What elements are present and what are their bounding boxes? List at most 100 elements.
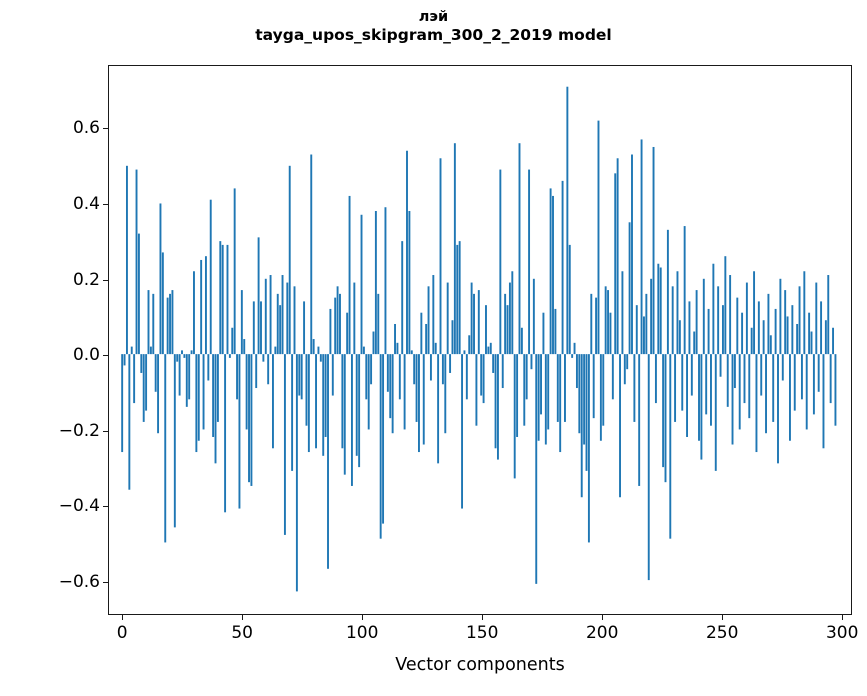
bar [595, 297, 598, 355]
bar [736, 297, 739, 355]
bar [817, 354, 820, 392]
bar [212, 354, 215, 437]
bar [346, 312, 349, 355]
bar [564, 354, 566, 422]
bar [300, 354, 303, 400]
bar [530, 354, 533, 370]
bar [202, 354, 205, 430]
bar [580, 354, 583, 498]
y-axis-tick-label: 0.4 [72, 193, 100, 214]
bar [379, 354, 382, 539]
bar [207, 354, 210, 381]
bar [312, 339, 315, 355]
y-axis-tick [103, 279, 109, 281]
x-axis-tick-label: 100 [345, 623, 379, 643]
bar [315, 354, 317, 449]
bar [755, 354, 758, 453]
bar [480, 354, 483, 396]
bar [257, 237, 260, 355]
bar [451, 320, 454, 355]
bar [607, 290, 610, 355]
bar [128, 354, 131, 490]
bar [264, 278, 267, 355]
bar [556, 354, 559, 422]
bar [714, 354, 717, 471]
bar [738, 354, 741, 430]
bar [528, 169, 531, 355]
plot-axes: 0.6 0.4 0.2 0.0 −0.2 −0.4 −0.6 0 50 100 150 200 250 3… [59, 65, 858, 643]
x-axis-tick-label: 150 [465, 623, 499, 643]
bar [800, 354, 803, 400]
bar [681, 354, 684, 411]
bar [829, 354, 832, 404]
bar [690, 354, 693, 396]
x-axis-tick [722, 614, 724, 620]
bar [317, 346, 320, 355]
bar [707, 308, 710, 355]
bar [398, 354, 401, 400]
bar [408, 211, 411, 355]
bar [425, 323, 428, 355]
chart-title-line2: tayga_upos_skipgram_300_2_2019 model [255, 26, 612, 45]
bar [238, 354, 241, 509]
bar [487, 346, 490, 355]
bar [458, 241, 461, 355]
bar [185, 354, 188, 407]
bar [429, 354, 432, 381]
bar [291, 354, 294, 471]
bar [643, 316, 645, 355]
bar [236, 354, 239, 400]
bar [389, 354, 392, 419]
bar [468, 335, 471, 355]
bar [523, 354, 526, 426]
bar [532, 278, 535, 355]
bar [772, 354, 775, 422]
bar [518, 143, 521, 355]
y-axis-tick-label: −0.4 [58, 496, 100, 517]
bar [418, 354, 420, 453]
bar [767, 293, 770, 355]
bar [339, 293, 341, 355]
x-axis-tick [482, 614, 484, 620]
bar [832, 327, 835, 355]
bar [769, 335, 772, 355]
bar [415, 354, 418, 422]
bar [583, 354, 586, 445]
bar [401, 241, 404, 355]
bar [233, 188, 236, 355]
chart-title-line1: лэй [418, 9, 449, 25]
y-axis-tick-label: 0.6 [72, 118, 100, 139]
bar [781, 354, 784, 381]
bar [329, 308, 332, 355]
bar [288, 165, 291, 355]
x-axis-tick [122, 614, 124, 620]
bar [504, 293, 507, 355]
bar [587, 354, 590, 543]
bar [444, 354, 447, 434]
x-axis-tick [362, 614, 364, 620]
bar [410, 350, 413, 355]
bar [666, 229, 669, 355]
bar [561, 180, 564, 355]
bar [360, 214, 363, 355]
bar [753, 271, 756, 355]
bar [516, 354, 519, 437]
bar [815, 282, 818, 355]
y-axis-tick [103, 506, 109, 508]
bar [748, 354, 751, 419]
bar [209, 199, 212, 355]
bar [193, 271, 195, 355]
bar [135, 169, 138, 355]
bar [473, 293, 475, 355]
bar [286, 282, 289, 355]
x-axis-tick-label: 300 [825, 623, 859, 643]
bar [659, 267, 662, 355]
bar [204, 256, 207, 355]
bar [774, 308, 777, 355]
bar [221, 244, 224, 355]
bar [733, 354, 736, 389]
y-axis-tick [103, 581, 109, 583]
bar [327, 354, 329, 569]
bar [169, 293, 171, 355]
